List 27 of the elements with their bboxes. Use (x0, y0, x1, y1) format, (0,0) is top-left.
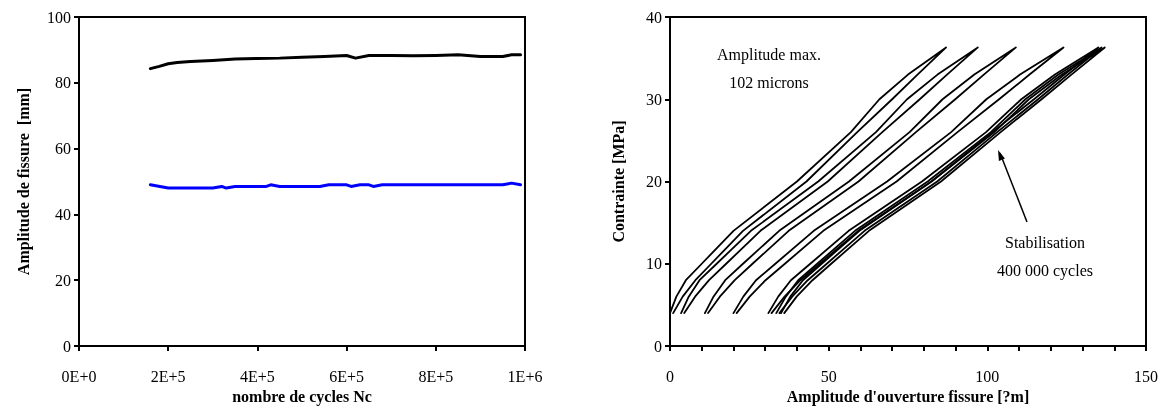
x-tick-label: 100 (975, 367, 1000, 385)
y-tick-label: 0 (654, 337, 662, 355)
x-tick-label: 4E+5 (240, 367, 275, 385)
y-tick-label: 20 (55, 271, 71, 289)
y-tick-label: 40 (646, 8, 662, 26)
annotation: Amplitude max. 102 microns (717, 45, 821, 91)
x-tick-label: 50 (820, 367, 837, 385)
x-axis-title: nombre de cycles Nc (232, 388, 372, 407)
y-axis-title: Contrainte [MPa] (609, 120, 627, 243)
x-tick-label: 2E+5 (150, 367, 186, 385)
x-tick-label: 150 (1134, 367, 1158, 385)
y-tick-label: 60 (55, 140, 71, 158)
x-tick-label: 0 (666, 367, 674, 385)
y-tick-label: 40 (55, 205, 71, 223)
x-tick-label: 8E+5 (418, 367, 454, 385)
y-tick-label: 80 (55, 74, 71, 92)
y-axis-title: Amplitude de fissure [mm] (14, 87, 33, 276)
x-axis-title: Amplitude d'ouverture fissure [?m] (786, 388, 1030, 407)
y-tick-label: 0 (63, 337, 71, 355)
x-tick-label: 1E+6 (507, 367, 543, 385)
y-tick-label: 30 (646, 90, 662, 108)
y-tick-label: 100 (47, 8, 71, 26)
x-tick-label: 6E+5 (329, 367, 364, 385)
y-tick-label: 10 (646, 255, 662, 273)
y-tick-label: 20 (646, 173, 662, 190)
annotation: Stabilisation 400 000 cycles (997, 233, 1093, 280)
x-tick-label: 0E+0 (61, 367, 97, 385)
